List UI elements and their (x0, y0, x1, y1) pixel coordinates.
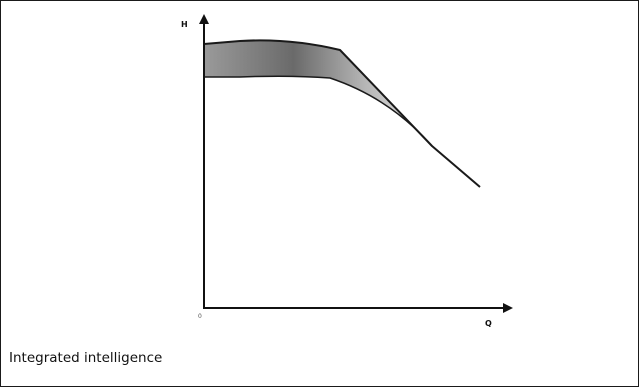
min-curve-line (204, 75, 433, 147)
x-axis-arrow-icon (503, 303, 513, 313)
y-axis-label: H (181, 20, 188, 29)
operating-band (204, 40, 432, 146)
origin-label: 0 (198, 313, 202, 320)
y-axis-arrow-icon (199, 14, 209, 24)
max-curve-line (203, 39, 481, 188)
figure-caption: Integrated intelligence (9, 350, 163, 366)
x-axis-label: Q (485, 319, 492, 328)
